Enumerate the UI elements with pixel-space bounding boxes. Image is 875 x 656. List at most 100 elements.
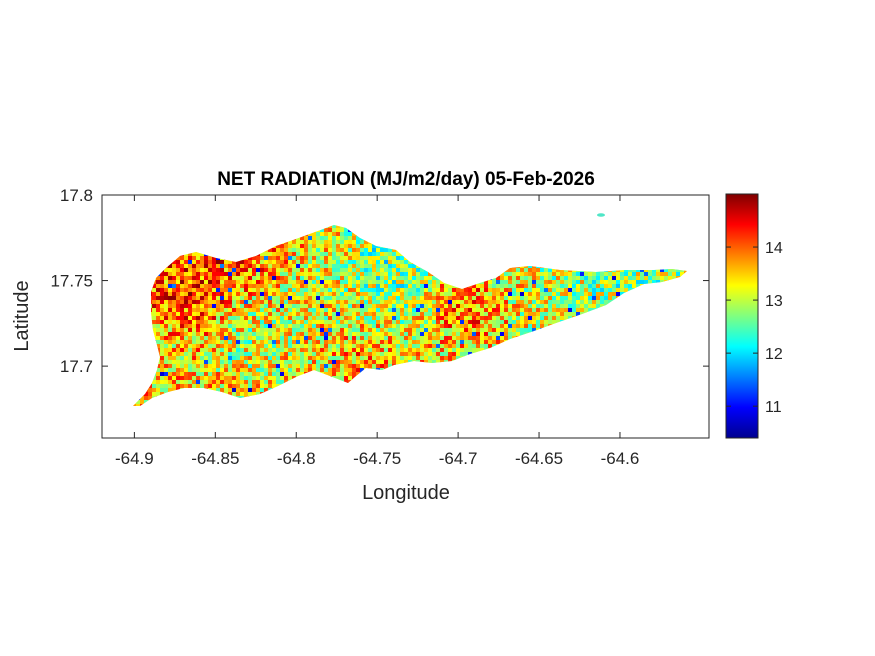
- heatmap-cell: [436, 316, 441, 321]
- heatmap-cell: [180, 280, 185, 285]
- heatmap-cell: [220, 304, 225, 309]
- heatmap-cell: [432, 288, 437, 293]
- heatmap-cell: [324, 352, 329, 357]
- heatmap-cell: [384, 248, 389, 253]
- heatmap-cell: [332, 300, 337, 305]
- heatmap-cell: [404, 316, 409, 321]
- heatmap-cell: [176, 360, 181, 365]
- heatmap-cell: [308, 276, 313, 281]
- heatmap-cell: [296, 272, 301, 277]
- heatmap-cell: [348, 260, 353, 265]
- heatmap-cell: [164, 288, 169, 293]
- heatmap-cell: [188, 304, 193, 309]
- heatmap-cell: [260, 360, 265, 365]
- heatmap-cell: [340, 260, 345, 265]
- heatmap-cell: [428, 320, 433, 325]
- heatmap-cell: [304, 236, 309, 241]
- heatmap-cell: [312, 344, 317, 349]
- heatmap-cell: [432, 348, 437, 353]
- heatmap-cell: [448, 340, 453, 345]
- heatmap-cell: [332, 352, 337, 357]
- heatmap-cell: [368, 276, 373, 281]
- heatmap-cell: [364, 340, 369, 345]
- heatmap-cell: [404, 284, 409, 289]
- heatmap-cell: [320, 308, 325, 313]
- heatmap-cell: [212, 308, 217, 313]
- heatmap-cell: [516, 304, 521, 309]
- heatmap-cell: [260, 348, 265, 353]
- heatmap-cell: [392, 336, 397, 341]
- heatmap-cell: [568, 312, 573, 317]
- heatmap-cell: [444, 308, 449, 313]
- heatmap-cell: [460, 316, 465, 321]
- heatmap-cell: [284, 268, 289, 273]
- heatmap-cell: [168, 320, 173, 325]
- heatmap-cell: [164, 336, 169, 341]
- heatmap-cell: [456, 344, 461, 349]
- heatmap-cell: [412, 264, 417, 269]
- heatmap-cell: [512, 328, 517, 333]
- heatmap-cell: [340, 324, 345, 329]
- heatmap-cell: [304, 324, 309, 329]
- heatmap-cell: [400, 300, 405, 305]
- heatmap-cell: [344, 252, 349, 257]
- heatmap-cell: [216, 264, 221, 269]
- heatmap-cell: [356, 276, 361, 281]
- heatmap-cell: [288, 244, 293, 249]
- heatmap-cell: [340, 316, 345, 321]
- heatmap-cell: [372, 272, 377, 277]
- heatmap-cell: [240, 288, 245, 293]
- heatmap-cell: [204, 296, 209, 301]
- heatmap-cell: [448, 320, 453, 325]
- heatmap-cell: [240, 260, 245, 265]
- heatmap-cell: [288, 280, 293, 285]
- heatmap-cell: [588, 304, 593, 309]
- heatmap-cell: [420, 328, 425, 333]
- heatmap-cell: [348, 268, 353, 273]
- heatmap-cell: [324, 296, 329, 301]
- heatmap-cell: [344, 284, 349, 289]
- heatmap-cell: [252, 296, 257, 301]
- heatmap-cell: [280, 300, 285, 305]
- heatmap-cell: [240, 332, 245, 337]
- heatmap-cell: [320, 292, 325, 297]
- heatmap-cell: [168, 344, 173, 349]
- heatmap-cell: [224, 296, 229, 301]
- heatmap-cell: [420, 320, 425, 325]
- heatmap-cell: [496, 332, 501, 337]
- heatmap-cell: [616, 276, 621, 281]
- heatmap-cell: [264, 308, 269, 313]
- heatmap-cell: [288, 308, 293, 313]
- heatmap-cell: [464, 348, 469, 353]
- heatmap-cell: [400, 344, 405, 349]
- heatmap-cell: [276, 324, 281, 329]
- heatmap-cell: [236, 264, 241, 269]
- heatmap-cell: [500, 272, 505, 277]
- heatmap-cell: [220, 328, 225, 333]
- heatmap-cell: [432, 316, 437, 321]
- heatmap-cell: [352, 268, 357, 273]
- heatmap-cell: [392, 300, 397, 305]
- heatmap-cell: [340, 284, 345, 289]
- heatmap-cell: [316, 284, 321, 289]
- heatmap-cell: [348, 360, 353, 365]
- heatmap-cell: [356, 292, 361, 297]
- heatmap-cell: [348, 340, 353, 345]
- heatmap-cell: [324, 232, 329, 237]
- heatmap-cell: [328, 268, 333, 273]
- heatmap-cell: [272, 268, 277, 273]
- heatmap-cell: [304, 308, 309, 313]
- heatmap-cell: [316, 360, 321, 365]
- heatmap-cell: [216, 284, 221, 289]
- heatmap-cell: [192, 276, 197, 281]
- heatmap-cell: [568, 308, 573, 313]
- heatmap-cell: [556, 288, 561, 293]
- heatmap-cell: [292, 304, 297, 309]
- heatmap-cell: [296, 352, 301, 357]
- heatmap-cell: [312, 272, 317, 277]
- heatmap-cell: [228, 300, 233, 305]
- heatmap-cell: [580, 308, 585, 313]
- heatmap-cell: [388, 272, 393, 277]
- heatmap-cell: [344, 248, 349, 253]
- heatmap-cell: [364, 316, 369, 321]
